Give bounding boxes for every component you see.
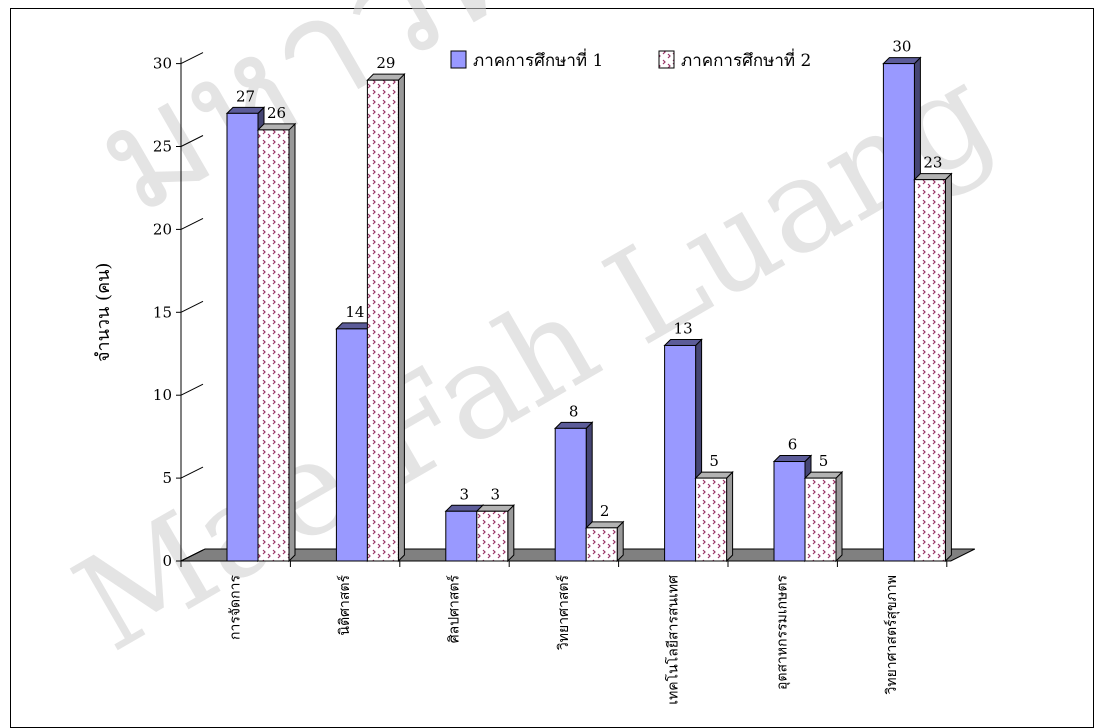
data-label: 5 — [819, 452, 829, 470]
y-tick-depth — [180, 466, 204, 479]
data-label: 14 — [345, 303, 364, 321]
data-label: 27 — [236, 87, 255, 105]
bar-series2-side — [835, 470, 843, 563]
bar-series2 — [803, 470, 844, 563]
bar-series2 — [475, 504, 516, 563]
bar-series2-face — [804, 477, 837, 562]
bar-series1-face — [335, 328, 368, 562]
x-category-label: วิทยาศาสตร์สุขภาพ — [883, 575, 900, 695]
bar-series1 — [553, 421, 594, 563]
y-tick-depth — [180, 383, 204, 396]
bar-series2-side — [507, 504, 515, 563]
bar-series2-face — [257, 129, 290, 562]
y-axis-title: จำนวน (คน) — [93, 263, 114, 362]
bar-series2-side — [397, 72, 405, 563]
bar-series2 — [366, 72, 406, 563]
bar-series2 — [256, 122, 297, 563]
bar-series2-top — [256, 123, 297, 131]
x-category-label: ศิลปศาสตร์ — [446, 575, 463, 644]
bar-series2-face — [366, 79, 399, 562]
bar-series1-face — [226, 112, 259, 562]
bar-series2-top — [584, 521, 625, 529]
y-tick-label: 25 — [153, 138, 172, 156]
legend-label-series2: ภาคการศึกษาที่ 2 — [681, 48, 811, 71]
bar-series2-top — [694, 471, 734, 479]
bar-series2-face — [476, 510, 509, 562]
bar-series1-top — [553, 421, 594, 429]
data-label: 30 — [892, 38, 911, 56]
x-category-label: วิทยาศาสตร์ — [555, 575, 572, 651]
bar-series1-face — [664, 344, 697, 562]
y-tick-label: 30 — [153, 55, 172, 73]
legend-swatch-series1 — [450, 50, 467, 69]
legend-swatch-series2 — [658, 50, 675, 69]
x-category-label: นิติศาสตร์ — [336, 575, 353, 636]
data-label: 3 — [460, 485, 470, 503]
data-label: 3 — [491, 485, 501, 503]
data-label: 23 — [923, 154, 942, 172]
y-tick-depth — [180, 135, 204, 147]
x-category-label: การจัดการ — [228, 575, 244, 640]
data-label: 13 — [674, 319, 693, 337]
bar-series1-face — [445, 510, 478, 562]
bar-series2-top — [803, 471, 844, 479]
bar-series2-side — [944, 172, 952, 563]
data-label: 29 — [376, 54, 395, 72]
y-tick-label: 10 — [153, 386, 172, 404]
bar-series1-top — [663, 338, 703, 346]
bar-series1-top — [225, 106, 266, 114]
legend: ภาคการศึกษาที่ 1 ภาคการศึกษาที่ 2 — [450, 48, 811, 71]
y-tick-depth — [180, 549, 204, 562]
bar-series2-face — [913, 179, 946, 562]
bar-series2 — [584, 520, 625, 563]
y-tick-depth — [180, 217, 204, 230]
data-label: 5 — [709, 452, 719, 470]
bar-series2-side — [616, 520, 624, 563]
bar-series1-top — [882, 57, 922, 65]
data-label: 2 — [600, 502, 610, 520]
y-tick-depth — [180, 52, 204, 65]
y-tick-label: 5 — [162, 469, 172, 487]
bar-series2-top — [475, 504, 516, 512]
y-tick-label: 0 — [162, 552, 172, 570]
data-label: 8 — [569, 402, 579, 420]
bar-series2-side — [288, 122, 296, 563]
y-tick-label: 15 — [153, 303, 172, 321]
bar-series1-face — [882, 63, 915, 562]
bar-series2-top — [913, 173, 953, 181]
y-tick-depth — [180, 300, 204, 313]
bar-series1-face — [554, 427, 587, 562]
bar-series2 — [694, 470, 734, 563]
x-category-label: เทคโนโลยีสารสนเทศ — [664, 575, 681, 705]
data-label: 6 — [788, 436, 798, 454]
bar-series1-top — [772, 455, 813, 463]
bar-series2-top — [366, 73, 406, 81]
bar-series2 — [913, 172, 953, 563]
bar-series2-face — [585, 527, 618, 562]
x-category-label: อุตสาหกรรมเกษตร — [775, 575, 791, 690]
chart-frame: มหาวิทยาลัยแม่ฟ้าหลวง Mae Fah Luang 0510… — [10, 0, 1099, 728]
bar-series2-face — [695, 477, 728, 562]
bar-series1-face — [773, 461, 806, 562]
legend-label-series1: ภาคการศึกษาที่ 1 — [473, 48, 603, 71]
data-label: 26 — [267, 104, 286, 122]
y-tick-label: 20 — [153, 220, 172, 238]
bar-series2-side — [726, 470, 734, 563]
